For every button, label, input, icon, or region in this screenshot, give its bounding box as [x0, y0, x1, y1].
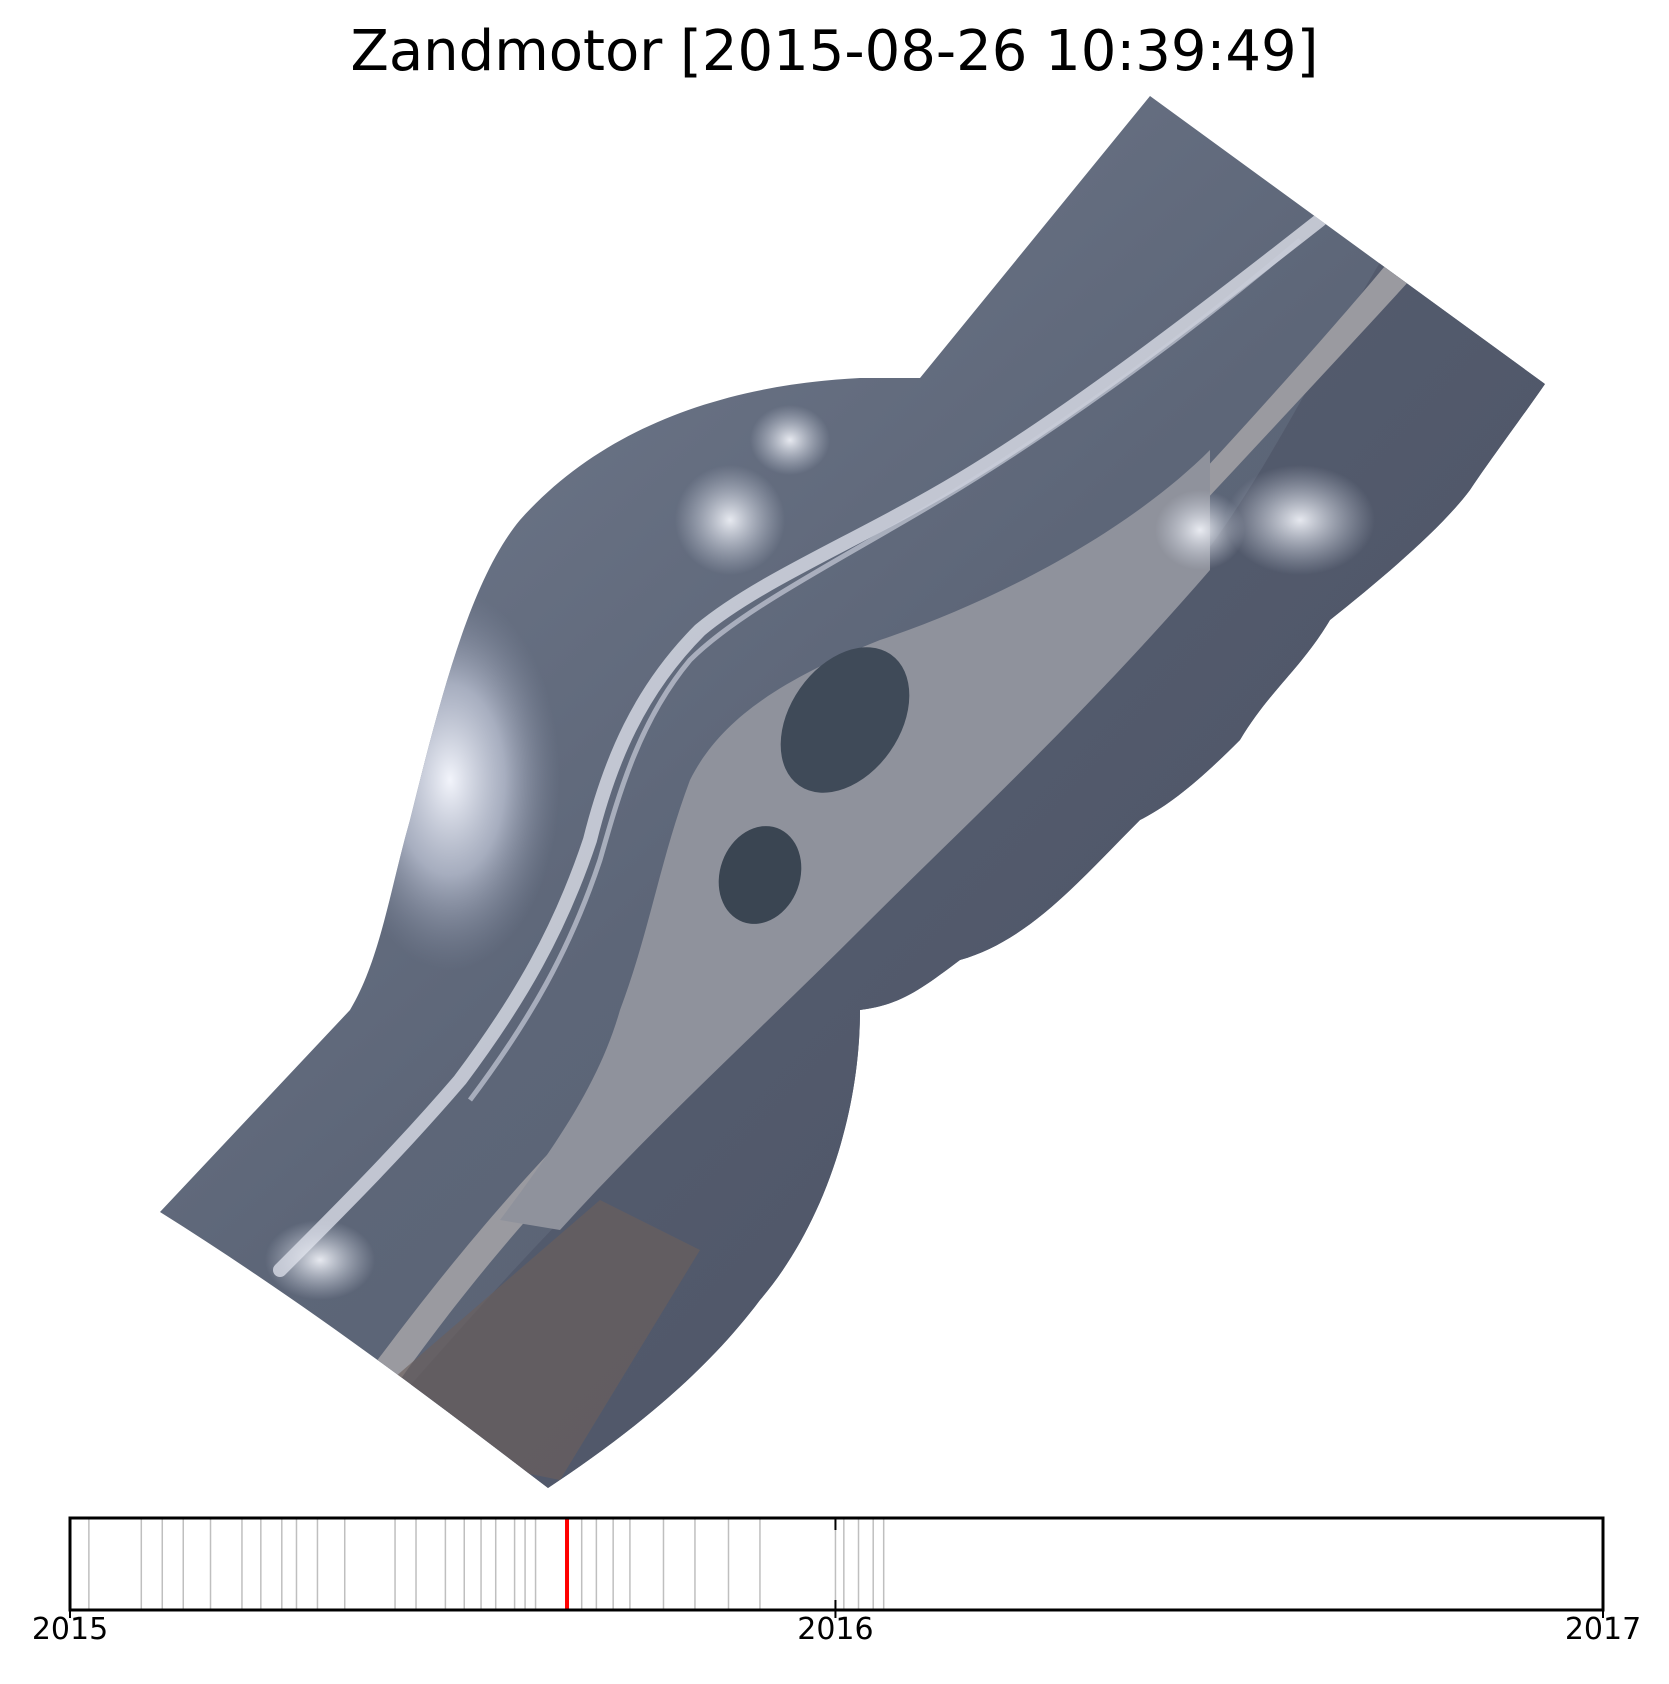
timeline-frame — [68, 1516, 1605, 1612]
tick-label-2017: 2017 — [1564, 1612, 1642, 1647]
tick-label-2016: 2016 — [797, 1612, 874, 1647]
observation-lines — [88, 1518, 885, 1610]
tick-label-2015: 2015 — [31, 1612, 109, 1647]
satellite-image — [160, 96, 1545, 1488]
figure-title: Zandmotor [2015-08-26 10:39:49] — [350, 19, 1319, 84]
timeline-background — [70, 1518, 1603, 1610]
